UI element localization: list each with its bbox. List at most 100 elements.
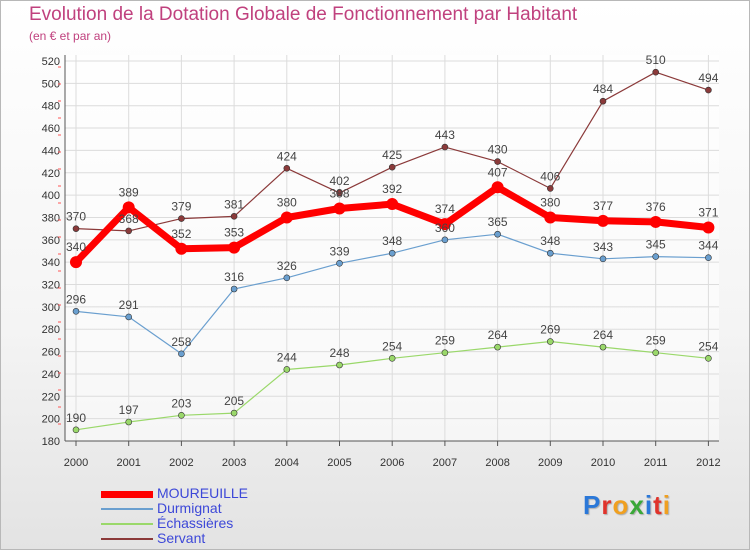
data-point	[283, 164, 291, 172]
data-label: 392	[382, 182, 402, 196]
y-tick-label: 300	[42, 302, 60, 314]
data-label: 343	[593, 240, 613, 254]
legend-label: Échassières	[157, 515, 234, 531]
data-label: 406	[540, 169, 560, 183]
data-point	[546, 185, 554, 192]
data-label: 344	[698, 239, 718, 253]
y-tick-label: 320	[42, 280, 60, 292]
data-point	[72, 308, 80, 315]
data-label: 197	[119, 403, 139, 417]
data-point	[283, 366, 291, 373]
data-point	[230, 213, 238, 220]
data-label: 365	[488, 215, 508, 229]
data-point	[283, 274, 291, 282]
y-tick-label: 480	[42, 101, 60, 113]
data-point	[178, 350, 185, 358]
legend-swatch	[101, 538, 153, 540]
data-label: 360	[435, 221, 455, 235]
data-label: 190	[66, 411, 86, 425]
data-point	[599, 255, 607, 263]
data-label: 402	[329, 174, 349, 188]
data-label: 370	[66, 210, 86, 224]
data-point	[336, 361, 343, 369]
x-tick-label: 2007	[433, 457, 457, 469]
data-point	[494, 343, 501, 351]
data-point	[599, 343, 607, 351]
x-tick-label: 2000	[64, 457, 88, 469]
legend-item: MOUREUILLE	[101, 486, 401, 501]
brand-logo: Proxiti	[583, 490, 671, 521]
axes: 180 200 220 240 260 280 300 320 340 360 380 400 420 4…	[42, 55, 721, 469]
y-tick-label: 520	[42, 56, 60, 68]
data-point	[178, 411, 185, 419]
y-tick-label: 260	[42, 347, 60, 359]
data-point	[544, 211, 557, 224]
y-tick-label: 280	[42, 324, 60, 336]
data-label: 264	[593, 328, 613, 342]
y-tick-label: 180	[42, 436, 60, 448]
data-label: 254	[382, 339, 402, 353]
legend-swatch	[101, 523, 153, 525]
legend-item: Échassières	[101, 516, 401, 531]
y-tick-label: 380	[42, 212, 60, 224]
brand-letter: x	[629, 490, 645, 520]
data-label: 345	[646, 238, 666, 252]
data-label: 425	[382, 148, 402, 162]
y-tick-label: 240	[42, 369, 60, 381]
data-point	[178, 215, 185, 222]
data-label: 388	[329, 187, 349, 201]
data-point	[228, 241, 241, 254]
data-point	[230, 409, 238, 417]
brand-letter: P	[583, 490, 602, 520]
data-label: 353	[224, 226, 244, 240]
data-label: 244	[277, 350, 297, 364]
data-label: 484	[593, 82, 613, 96]
data-label: 259	[435, 334, 455, 348]
data-point	[280, 211, 293, 224]
data-label: 205	[224, 394, 244, 408]
data-point	[441, 236, 449, 244]
data-label: 494	[698, 71, 718, 85]
data-label: 424	[277, 149, 297, 163]
data-point	[652, 349, 660, 357]
data-point	[333, 202, 346, 215]
brand-letter: o	[612, 490, 630, 520]
data-point	[438, 218, 451, 231]
y-tick-label: 500	[42, 78, 60, 90]
data-point	[441, 143, 449, 151]
y-tick-label: 200	[42, 414, 60, 426]
x-tick-label: 2012	[696, 457, 720, 469]
data-label: 389	[119, 185, 139, 199]
y-tick-label: 360	[42, 235, 60, 247]
value-labels: 370 368 379 381 424 402 425 443 430 406 484 510 494 1…	[66, 53, 719, 425]
data-label: 381	[224, 197, 244, 211]
brand-letter: r	[601, 490, 613, 520]
y-tick-label: 340	[42, 257, 60, 269]
legend-item: Durmignat	[101, 501, 401, 516]
data-label: 368	[119, 212, 139, 226]
data-point	[705, 86, 712, 94]
data-label: 407	[488, 165, 508, 179]
data-label: 443	[435, 128, 455, 142]
series-lines	[70, 68, 715, 434]
chart-title: Evolution de la Dotation Globale de Fonc…	[29, 4, 578, 25]
data-point	[494, 158, 501, 165]
x-tick-label: 2001	[116, 457, 140, 469]
data-point	[652, 68, 660, 76]
data-point	[494, 230, 501, 238]
data-label: 340	[66, 240, 86, 254]
legend-label: Servant	[157, 530, 206, 546]
data-point	[597, 214, 609, 227]
x-tick-label: 2010	[591, 457, 615, 469]
data-label: 203	[171, 396, 191, 410]
data-point	[72, 426, 80, 434]
x-tick-label: 2009	[538, 457, 562, 469]
x-tick-label: 2004	[275, 457, 299, 469]
data-label: 296	[66, 292, 86, 306]
data-point	[125, 227, 132, 235]
y-tick-label: 460	[42, 123, 60, 135]
x-tick-label: 2003	[222, 457, 246, 469]
data-label: 379	[171, 200, 191, 214]
legend-label: Durmignat	[157, 500, 222, 516]
